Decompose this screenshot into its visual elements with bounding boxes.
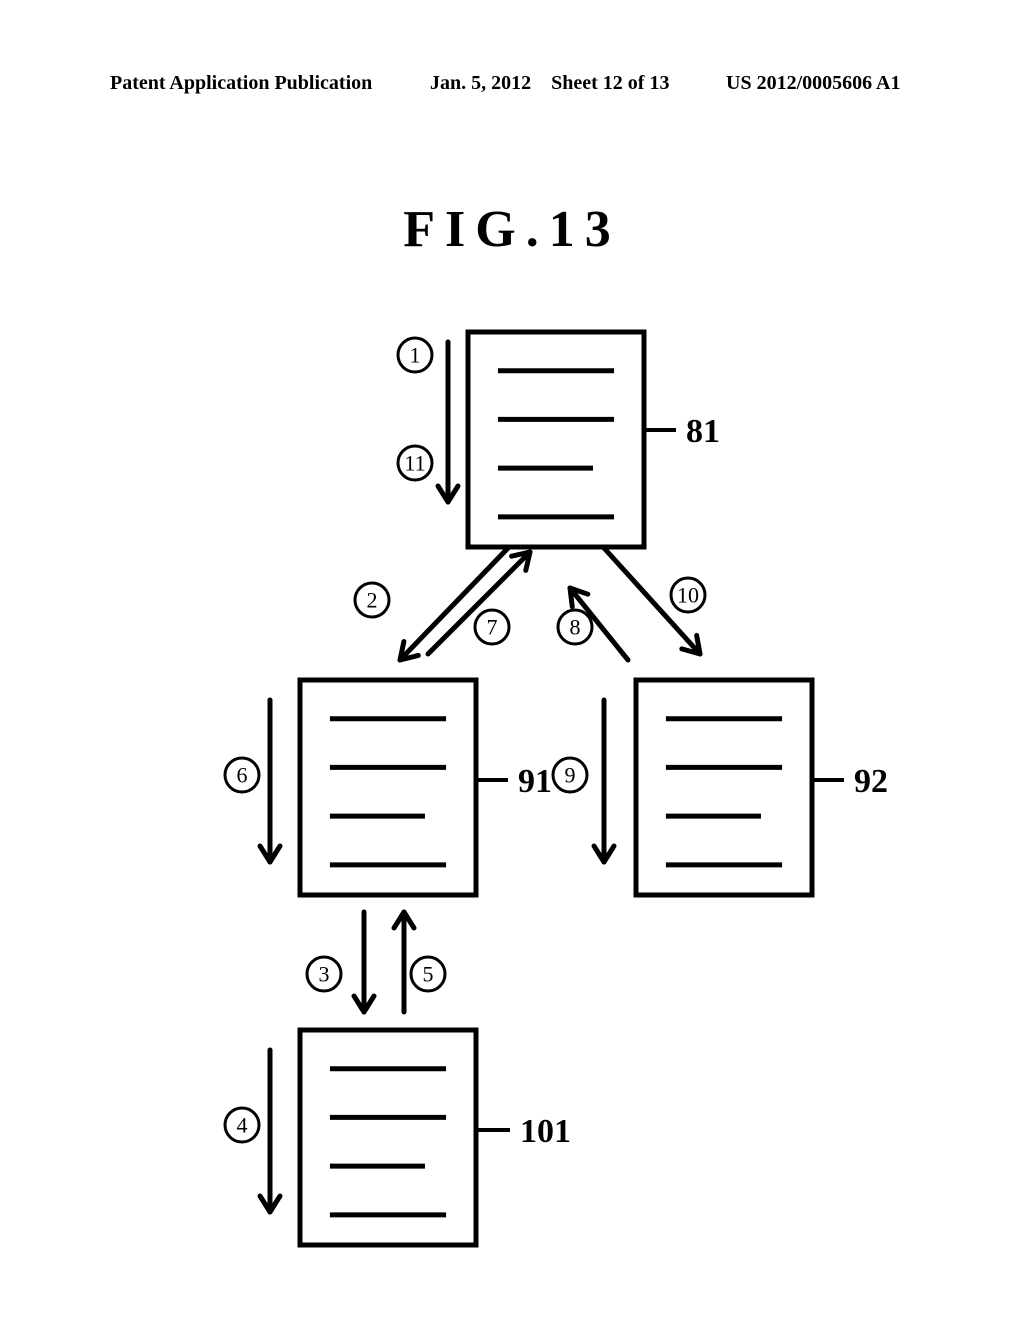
ref-label: 81	[686, 413, 720, 450]
step-number: 9	[565, 763, 576, 788]
step-number: 11	[404, 451, 425, 476]
step-number: 4	[237, 1113, 248, 1138]
diagram-canvas: 8191921011112781069354	[0, 0, 1024, 1320]
ref-label: 101	[520, 1113, 571, 1150]
ref-label: 91	[518, 763, 552, 800]
step-number: 7	[487, 615, 498, 640]
step-number: 10	[677, 583, 699, 608]
step-number: 3	[319, 962, 330, 987]
step-number: 1	[410, 343, 421, 368]
step-number: 6	[237, 763, 248, 788]
step-number: 8	[570, 615, 581, 640]
step-number: 5	[423, 962, 434, 987]
step-number: 2	[367, 588, 378, 613]
ref-label: 92	[854, 763, 888, 800]
